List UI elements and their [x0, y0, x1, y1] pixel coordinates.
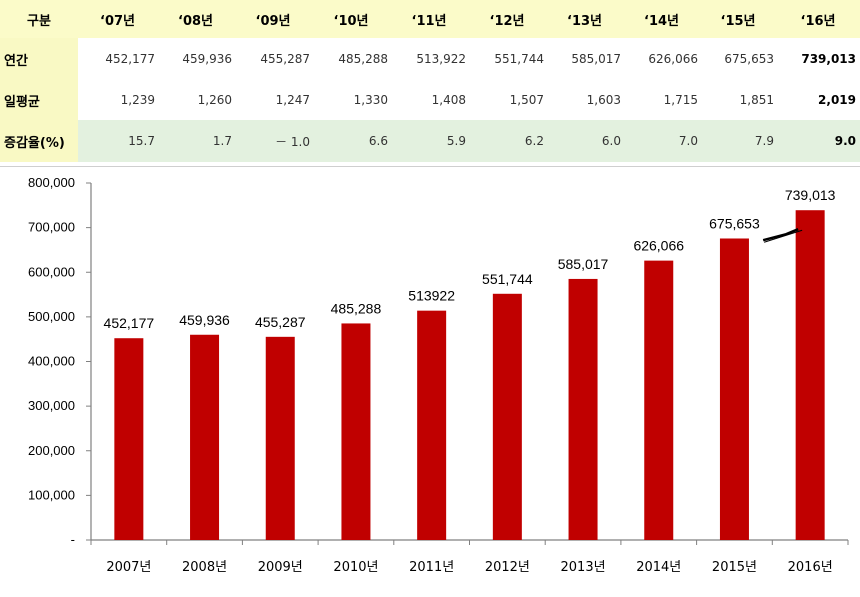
y-tick-label: 300,000 [28, 398, 75, 413]
table-cell: － 1.0 [234, 120, 312, 162]
x-tick-label: 2011년 [409, 560, 454, 575]
table-cell: 1,260 [157, 80, 234, 120]
x-tick-label: 2010년 [333, 560, 378, 575]
header-cell: ‘14년 [623, 0, 700, 38]
header-cell: ‘07년 [78, 0, 157, 38]
data-label: 551,744 [482, 271, 533, 287]
table-cell: 1,408 [390, 80, 468, 120]
pointer-line [762, 228, 799, 242]
table-cell: 626,066 [623, 38, 700, 80]
bar-chart: - 100,000 200,000 300,000 400,000 500,000 600,… [0, 166, 860, 597]
data-label: 459,936 [179, 312, 230, 328]
x-tick-label: 2013년 [561, 560, 606, 575]
x-tick-label: 2009년 [258, 560, 303, 575]
bar [795, 210, 825, 540]
data-label: 452,177 [104, 315, 155, 331]
header-cell: ‘16년 [776, 0, 860, 38]
table-cell: 452,177 [78, 38, 157, 80]
y-tick-label: 400,000 [28, 354, 75, 369]
row-header: 연간 [0, 38, 78, 80]
table-cell: 1,239 [78, 80, 157, 120]
table-cell: 459,936 [157, 38, 234, 80]
bar [417, 310, 447, 540]
header-cell: ‘12년 [468, 0, 546, 38]
bar [568, 278, 598, 540]
header-cell: ‘08년 [157, 0, 234, 38]
table-header-row: 구분 ‘07년 ‘08년 ‘09년 ‘10년 ‘11년 ‘12년 ‘13년 ‘1… [0, 0, 860, 38]
header-cell: ‘11년 [390, 0, 468, 38]
header-cell: 구분 [0, 0, 78, 38]
table-row-daily-average: 일평균 1,239 1,260 1,247 1,330 1,408 1,507 … [0, 80, 860, 120]
table-cell: 9.0 [776, 120, 860, 162]
y-tick-label: 700,000 [28, 220, 75, 235]
data-label: 485,288 [331, 300, 382, 316]
table-row-annual: 연간 452,177 459,936 455,287 485,288 513,9… [0, 38, 860, 80]
header-cell: ‘09년 [234, 0, 312, 38]
table-row-growth-rate: 증감율(%) 15.7 1.7 － 1.0 6.6 5.9 6.2 6.0 7.… [0, 120, 860, 162]
table-cell: 1,247 [234, 80, 312, 120]
y-tick-label: 100,000 [28, 487, 75, 502]
bar [114, 338, 144, 540]
header-cell: ‘15년 [700, 0, 776, 38]
x-tick-label: 2008년 [182, 560, 227, 575]
table-cell: 6.6 [312, 120, 390, 162]
table-cell: 2,019 [776, 80, 860, 120]
data-table: 구분 ‘07년 ‘08년 ‘09년 ‘10년 ‘11년 ‘12년 ‘13년 ‘1… [0, 0, 860, 162]
table-cell: 585,017 [546, 38, 623, 80]
data-label: 675,653 [709, 215, 760, 231]
x-tick-label: 2014년 [636, 560, 681, 575]
x-tick-label: 2015년 [712, 560, 757, 575]
bar-chart-svg: - 100,000 200,000 300,000 400,000 500,000 600,… [28, 175, 849, 575]
data-label: 585,017 [558, 256, 609, 272]
bar [341, 323, 371, 540]
y-tick-label: 600,000 [28, 264, 75, 279]
table-cell: 7.9 [700, 120, 776, 162]
data-label: 626,066 [633, 238, 684, 254]
data-label: 513922 [408, 288, 455, 304]
table-cell: 1,603 [546, 80, 623, 120]
y-tick-label: 800,000 [28, 175, 75, 190]
y-tick-label: 200,000 [28, 443, 75, 458]
x-tick-label: 2012년 [485, 560, 530, 575]
table-cell: 1,507 [468, 80, 546, 120]
header-cell: ‘13년 [546, 0, 623, 38]
data-label: 739,013 [785, 187, 836, 203]
x-tick-label: 2016년 [788, 560, 833, 575]
table-cell: 5.9 [390, 120, 468, 162]
bar [644, 260, 674, 540]
table-cell: 551,744 [468, 38, 546, 80]
y-tick-label: 500,000 [28, 309, 75, 324]
bar [719, 238, 749, 540]
table-cell: 513,922 [390, 38, 468, 80]
bar [492, 293, 522, 540]
table-cell: 485,288 [312, 38, 390, 80]
pointer-line [763, 229, 803, 243]
table-cell: 1,330 [312, 80, 390, 120]
table-cell: 739,013 [776, 38, 860, 80]
data-label: 455,287 [255, 314, 306, 330]
y-tick-label: - [71, 532, 75, 547]
table-cell: 6.2 [468, 120, 546, 162]
table-cell: 6.0 [546, 120, 623, 162]
header-cell: ‘10년 [312, 0, 390, 38]
table-cell: 1,851 [700, 80, 776, 120]
row-header: 일평균 [0, 80, 78, 120]
table-cell: 455,287 [234, 38, 312, 80]
x-tick-label: 2007년 [106, 560, 151, 575]
table-cell: 675,653 [700, 38, 776, 80]
bar [190, 334, 220, 540]
table-cell: 1.7 [157, 120, 234, 162]
table-cell: 1,715 [623, 80, 700, 120]
row-header: 증감율(%) [0, 120, 78, 162]
table-cell: 15.7 [78, 120, 157, 162]
bar [265, 336, 295, 540]
table-cell: 7.0 [623, 120, 700, 162]
